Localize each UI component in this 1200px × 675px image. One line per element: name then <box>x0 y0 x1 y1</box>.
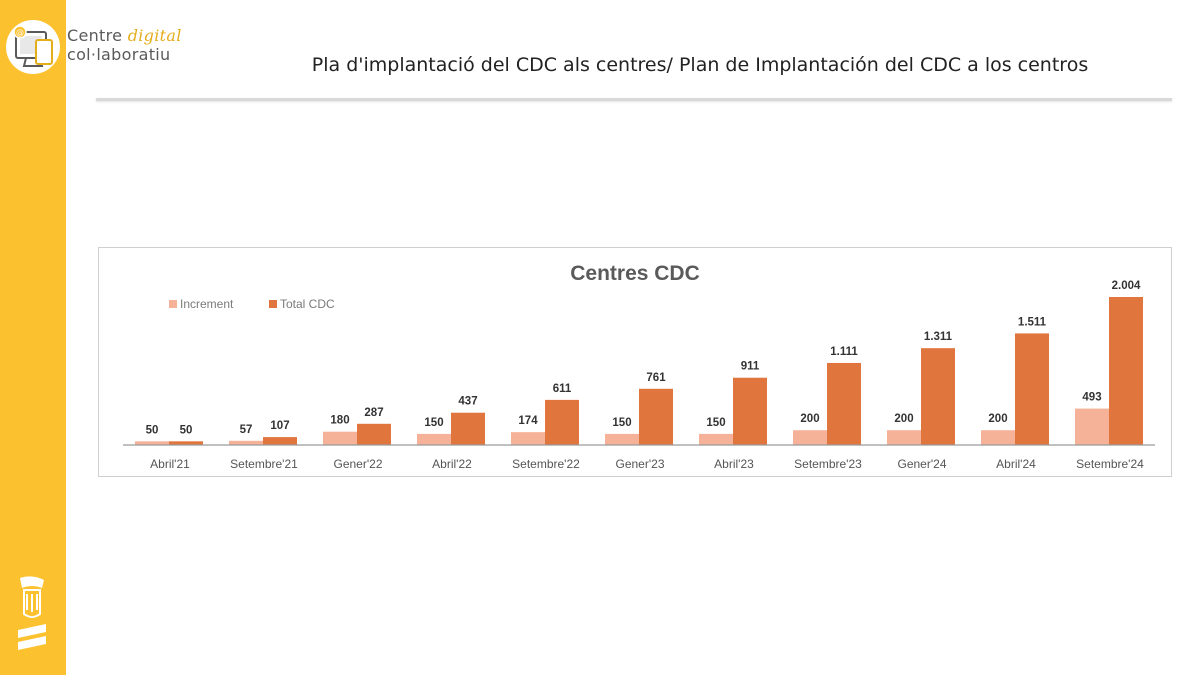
sidebar-accent: @ <box>0 0 66 675</box>
increment-value-label: 180 <box>330 415 349 427</box>
total-value-label: 2.004 <box>1112 280 1141 292</box>
increment-bar <box>135 441 169 445</box>
page-title: Pla d'implantació del CDC als centres/ P… <box>311 54 1089 76</box>
increment-bar <box>793 430 827 445</box>
total-value-label: 911 <box>741 361 760 373</box>
gva-emblem-icon <box>18 576 46 650</box>
chart-legend: Increment Total CDC <box>169 297 335 311</box>
increment-bar <box>605 433 639 445</box>
increment-value-label: 50 <box>146 424 159 436</box>
chart-labels: 50 50 Abril'21 57 107 Setembre'21 180 287 Gener'… <box>146 280 1145 471</box>
legend-swatch-increment <box>169 300 177 308</box>
increment-bar <box>229 440 263 445</box>
increment-bar <box>417 433 451 445</box>
brand-wordmark: Centre digital col·laboratiu <box>67 26 182 64</box>
increment-value-label: 57 <box>240 424 253 436</box>
total-bar <box>545 399 579 445</box>
total-value-label: 611 <box>553 383 572 395</box>
increment-value-label: 150 <box>612 417 631 429</box>
chart-bars <box>135 297 1143 445</box>
cdc-logo-icon: @ <box>6 20 60 74</box>
x-tick-label: Gener'24 <box>898 457 947 471</box>
total-bar <box>1109 297 1143 445</box>
total-bar <box>357 423 391 445</box>
total-bar <box>921 348 955 445</box>
total-value-label: 1.111 <box>830 346 858 358</box>
bar-chart: Centres CDC Increment Total CDC 50 50 Abril… <box>123 262 1155 471</box>
increment-bar <box>323 431 357 445</box>
total-bar <box>733 377 767 445</box>
total-bar <box>827 362 861 445</box>
total-bar <box>1015 333 1049 445</box>
increment-bar <box>511 432 545 445</box>
increment-value-label: 200 <box>894 413 913 425</box>
chart-container: Centres CDC Increment Total CDC 50 50 Abril… <box>98 247 1172 477</box>
x-tick-label: Abril'23 <box>714 457 754 471</box>
total-value-label: 437 <box>458 396 477 408</box>
legend-label-total: Total CDC <box>280 297 335 311</box>
legend-swatch-total <box>269 300 277 308</box>
total-value-label: 287 <box>364 407 383 419</box>
title-divider <box>96 98 1172 101</box>
total-value-label: 761 <box>646 372 666 384</box>
svg-text:@: @ <box>16 28 24 37</box>
x-tick-label: Setembre'22 <box>512 457 580 471</box>
increment-bar <box>887 430 921 445</box>
increment-bar <box>1075 408 1109 445</box>
total-bar <box>451 412 485 445</box>
total-bar <box>639 388 673 445</box>
total-value-label: 50 <box>180 424 193 436</box>
increment-value-label: 150 <box>424 417 443 429</box>
legend-label-increment: Increment <box>180 297 234 311</box>
chart-title: Centres CDC <box>570 262 700 285</box>
total-value-label: 107 <box>270 420 289 432</box>
increment-value-label: 174 <box>518 415 538 427</box>
x-tick-label: Abril'24 <box>996 457 1036 471</box>
x-tick-label: Abril'22 <box>432 457 472 471</box>
x-tick-label: Setembre'21 <box>230 457 298 471</box>
x-tick-label: Gener'22 <box>334 457 383 471</box>
total-value-label: 1.511 <box>1018 316 1047 328</box>
x-tick-label: Abril'21 <box>150 457 190 471</box>
increment-value-label: 200 <box>988 413 1007 425</box>
brand-line1-b: digital <box>127 26 182 45</box>
increment-value-label: 150 <box>706 417 725 429</box>
increment-bar <box>699 433 733 445</box>
increment-bar <box>981 430 1015 445</box>
total-bar <box>169 441 203 445</box>
increment-value-label: 493 <box>1082 392 1101 404</box>
total-bar <box>263 437 297 445</box>
x-tick-label: Gener'23 <box>616 457 665 471</box>
x-tick-label: Setembre'24 <box>1076 457 1144 471</box>
brand-line2: col·laboratiu <box>67 45 171 64</box>
x-tick-label: Setembre'23 <box>794 457 862 471</box>
brand-line1-a: Centre <box>67 26 123 45</box>
increment-value-label: 200 <box>800 413 819 425</box>
total-value-label: 1.311 <box>924 331 953 343</box>
